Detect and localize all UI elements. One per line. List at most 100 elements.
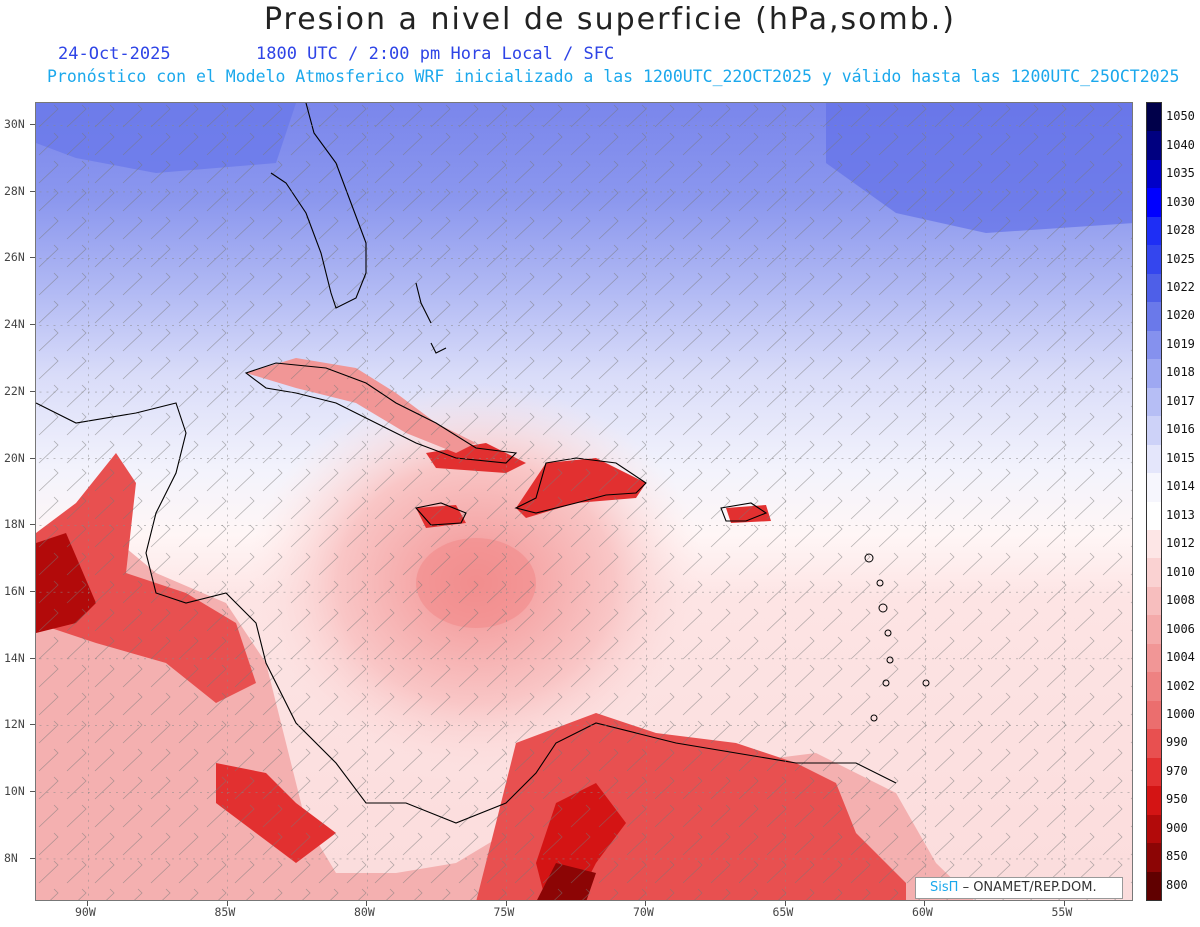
colorbar-label: 800	[1166, 877, 1188, 892]
lat-tick	[30, 257, 35, 259]
lat-label: 24N	[4, 317, 25, 332]
chart-title: Presion a nivel de superficie (hPa,somb.…	[263, 2, 957, 37]
colorbar-label: 900	[1166, 820, 1188, 835]
colorbar-swatch	[1147, 103, 1161, 132]
colorbar-label: 1022	[1166, 280, 1195, 295]
lat-tick	[30, 657, 35, 659]
colorbar-label: 1028	[1166, 223, 1195, 238]
colorbar-swatch	[1147, 216, 1161, 246]
lon-tick	[366, 901, 367, 906]
lon-label: 55W	[1051, 905, 1073, 919]
colorbar-label: 1019	[1166, 336, 1195, 351]
lat-label: 28N	[4, 183, 25, 198]
colorbar-swatch	[1147, 729, 1161, 759]
colorbar-label: 1014	[1166, 479, 1195, 494]
colorbar-swatch	[1147, 444, 1161, 474]
lon-label: 70W	[633, 905, 654, 919]
colorbar-label: 1002	[1166, 678, 1195, 693]
lon-label: 85W	[214, 905, 236, 919]
lat-label: 20N	[4, 450, 25, 465]
lon-tick	[784, 901, 786, 906]
lon-tick	[87, 901, 88, 906]
lat-label: 16N	[4, 583, 25, 598]
colorbar-swatch	[1147, 757, 1161, 787]
lat-tick	[30, 124, 35, 125]
lon-tick	[226, 901, 228, 906]
colorbar-swatch	[1147, 672, 1161, 702]
colorbar-swatch	[1147, 558, 1161, 588]
colorbar-swatch	[1147, 643, 1161, 673]
lat-tick	[30, 390, 35, 392]
lat-label: 10N	[4, 784, 25, 798]
lat-tick	[30, 724, 35, 726]
lat-label: 22N	[4, 383, 25, 398]
colorbar-label: 990	[1166, 735, 1188, 750]
forecast-date: 24-Oct-2025	[58, 44, 171, 64]
colorbar-swatch	[1147, 501, 1161, 531]
lat-tick	[30, 190, 35, 192]
lon-label: 75W	[493, 905, 515, 919]
lat-tick	[30, 791, 35, 792]
colorbar-label: 1015	[1166, 450, 1195, 465]
lat-tick	[30, 590, 35, 592]
colorbar-label: 1035	[1166, 166, 1195, 181]
lat-tick	[30, 324, 35, 326]
lon-label: 65W	[772, 905, 794, 919]
colorbar-label: 970	[1166, 763, 1188, 778]
colorbar-label: 1018	[1166, 365, 1195, 380]
colorbar-label: 850	[1166, 849, 1188, 864]
forecast-description: Pronóstico con el Modelo Atmosferico WRF…	[47, 67, 1180, 86]
lat-tick	[30, 857, 35, 859]
lon-label: 60W	[912, 905, 933, 919]
colorbar-label: 1012	[1166, 536, 1195, 551]
colorbar-swatch	[1147, 473, 1161, 502]
lat-label: 18N	[4, 517, 25, 532]
colorbar-label: 1016	[1166, 422, 1195, 437]
colorbar-label: 1030	[1166, 194, 1195, 209]
lat-label: 26N	[4, 250, 25, 265]
lon-tick	[505, 901, 507, 906]
pressure-map-canvas	[36, 103, 1132, 900]
colorbar-label: 1017	[1166, 393, 1195, 408]
colorbar-swatch	[1147, 814, 1161, 844]
colorbar-label: 1025	[1166, 251, 1195, 266]
colorbar-swatch	[1147, 615, 1161, 645]
lat-label: 8N	[4, 850, 18, 865]
lon-label: 80W	[354, 905, 375, 919]
colorbar	[1146, 102, 1162, 901]
colorbar-label: 1008	[1166, 593, 1195, 608]
colorbar-swatch	[1147, 245, 1161, 275]
colorbar-swatch	[1147, 700, 1161, 730]
lat-tick	[30, 524, 35, 526]
colorbar-swatch	[1147, 416, 1161, 446]
lon-tick	[645, 901, 646, 906]
colorbar-label: 1004	[1166, 650, 1195, 665]
lon-tick	[924, 901, 925, 906]
colorbar-swatch	[1147, 387, 1161, 417]
sispi-logo: SisΠ	[930, 880, 959, 895]
colorbar-swatch	[1147, 330, 1161, 360]
lat-label: 12N	[4, 717, 25, 732]
colorbar-swatch	[1147, 871, 1161, 901]
credit-badge: SisΠ – ONAMET/REP.DOM.	[915, 877, 1123, 899]
colorbar-swatch	[1147, 843, 1161, 873]
colorbar-label: 1020	[1166, 308, 1195, 323]
colorbar-swatch	[1147, 159, 1161, 189]
colorbar-swatch	[1147, 529, 1161, 559]
colorbar-label: 1000	[1166, 706, 1195, 721]
colorbar-swatch	[1147, 586, 1161, 616]
colorbar-swatch	[1147, 359, 1161, 389]
credit-text: – ONAMET/REP.DOM.	[962, 880, 1097, 895]
colorbar-swatch	[1147, 188, 1161, 218]
colorbar-label: 1006	[1166, 621, 1195, 636]
pressure-map	[35, 102, 1133, 901]
colorbar-label: 950	[1166, 792, 1188, 807]
lat-label: 30N	[4, 117, 25, 131]
lon-tick	[1063, 901, 1065, 906]
forecast-time: 1800 UTC / 2:00 pm Hora Local / SFC	[256, 44, 615, 64]
colorbar-label: 1010	[1166, 564, 1195, 579]
colorbar-swatch	[1147, 273, 1161, 303]
colorbar-label: 1040	[1166, 137, 1195, 152]
colorbar-label: 1050	[1166, 109, 1195, 124]
colorbar-label: 1013	[1166, 507, 1195, 522]
